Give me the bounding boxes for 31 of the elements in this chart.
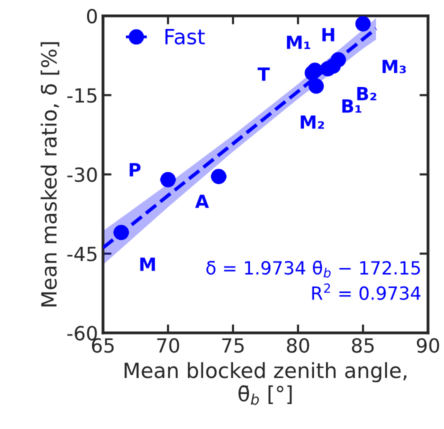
annotation: H (322, 28, 334, 42)
y-tick-label: -15 (67, 88, 96, 103)
annotation: T (258, 68, 270, 81)
point (307, 62, 323, 78)
annotation: M₂ (300, 115, 324, 129)
annotation: B₂ (357, 87, 376, 100)
point (355, 16, 371, 32)
annotation: M₃ (382, 60, 406, 74)
annotation: δ̄ = 1.9734 θ̄$_{b}$ − 172.15 (206, 260, 420, 278)
annotation: P (130, 163, 141, 176)
point (114, 224, 129, 240)
point (308, 78, 324, 94)
x-tick-label: 75 (222, 338, 244, 353)
y-tick-label: 0 (87, 8, 97, 24)
x-tick-label: 85 (352, 338, 374, 353)
x-tick-label: 80 (286, 338, 310, 353)
y-axis-title: Mean masked ratio, δ̄ [%] (40, 42, 60, 306)
annotation: B₁ (342, 99, 362, 113)
y-tick-label: -30 (67, 167, 97, 182)
legend-label: Fast (165, 29, 205, 44)
point (211, 168, 226, 184)
annotation: A (195, 194, 209, 208)
annotation: M₁ (286, 36, 310, 49)
point (330, 52, 346, 68)
x-axis-title: Mean blocked zenith angle, θ̄$_{b}$ [°] (124, 362, 406, 405)
x-tick-label: 70 (157, 338, 180, 353)
point (160, 172, 176, 188)
y-tick-label: -45 (67, 246, 96, 262)
annotation: M (140, 258, 155, 271)
x-tick-label: 90 (416, 338, 440, 353)
annotation: R$^{2}$ = 0.9734 (312, 283, 420, 300)
